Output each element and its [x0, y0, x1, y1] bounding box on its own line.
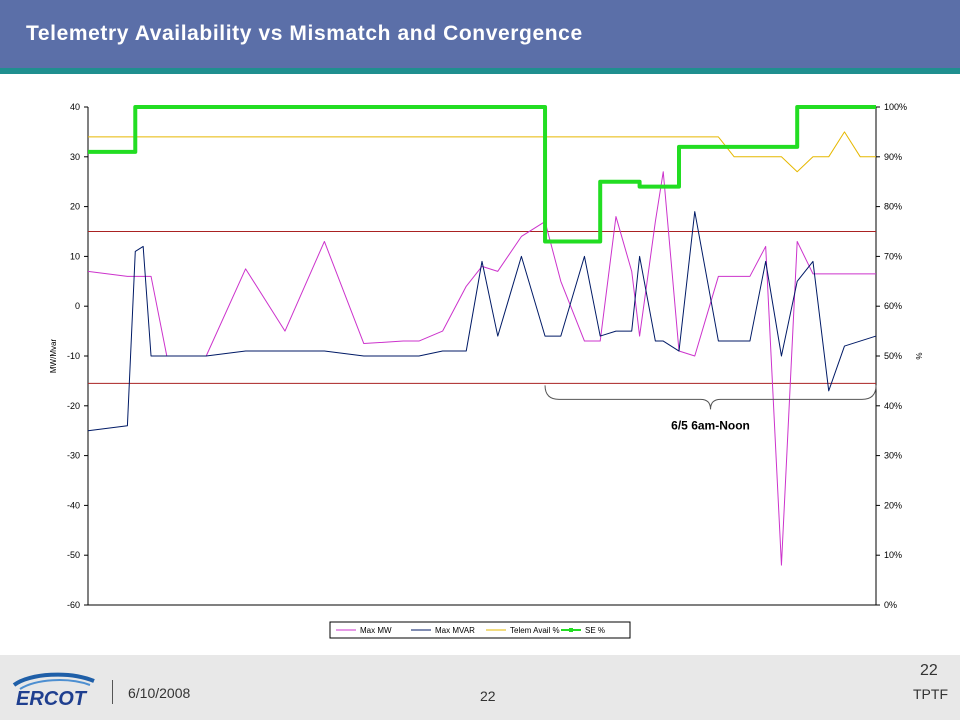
legend-label: Telem Avail %	[510, 626, 560, 635]
y-axis-label-right: %	[915, 352, 924, 359]
series-line-telem-avail	[88, 131, 876, 173]
slide-title: Telemetry Availability vs Mismatch and C…	[26, 22, 583, 45]
footer	[0, 655, 960, 720]
y-tick-label-right: 30%	[884, 451, 902, 461]
legend-label: SE %	[585, 626, 605, 635]
y-tick-label-right: 80%	[884, 202, 902, 212]
y-tick-label-left: 20	[70, 202, 80, 212]
y-tick-label-right: 90%	[884, 152, 902, 162]
y-tick-label-right: 50%	[884, 351, 902, 361]
annotation-brace	[544, 385, 877, 410]
legend-marker	[569, 628, 573, 632]
y-tick-label-left: -60	[67, 600, 80, 610]
legend-label: Max MW	[360, 626, 392, 635]
title-bar	[0, 0, 960, 68]
footer-page-number-center: 22	[480, 688, 496, 704]
y-tick-label-right: 10%	[884, 550, 902, 560]
series-line-se	[88, 105, 876, 244]
y-tick-label-left: -50	[67, 550, 80, 560]
svg-text:ERCOT: ERCOT	[16, 688, 88, 710]
series-line-max-mw	[87, 171, 876, 566]
y-tick-label-left: 0	[75, 301, 80, 311]
y-tick-label-left: -10	[67, 351, 80, 361]
legend-box	[329, 621, 631, 639]
telemetry-chart: 40 30 20 10 0 -10 -20 -30 -40 -50 -60 100% 90% 80% 70%…	[49, 102, 924, 639]
y-tick-label-left: 10	[70, 251, 80, 261]
footer-organization: TPTF	[913, 686, 948, 702]
y-tick-label-right: 0%	[884, 600, 897, 610]
title-underline	[0, 68, 960, 74]
footer-page-number: 22	[920, 662, 938, 679]
y-tick-label-right: 70%	[884, 251, 902, 261]
footer-date: 6/10/2008	[128, 685, 191, 701]
y-tick-label-right: 40%	[884, 401, 902, 411]
legend-label: Max MVAR	[435, 626, 475, 635]
annotation-label: 6/5 6am-Noon	[671, 418, 750, 432]
y-tick-label-left: 40	[70, 102, 80, 112]
y-tick-label-right: 20%	[884, 500, 902, 510]
y-tick-label-left: -40	[67, 500, 80, 510]
ercot-logo: ERCOT	[12, 672, 95, 710]
y-tick-label-right: 60%	[884, 301, 902, 311]
footer-divider	[112, 680, 113, 704]
series-line-max-mvar	[87, 211, 877, 432]
y-tick-label-left: 30	[70, 152, 80, 162]
y-tick-label-left: -20	[67, 401, 80, 411]
y-axis-label-left: MW/Mvar	[49, 339, 58, 374]
y-tick-label-right: 100%	[884, 102, 907, 112]
y-tick-label-left: -30	[67, 451, 80, 461]
